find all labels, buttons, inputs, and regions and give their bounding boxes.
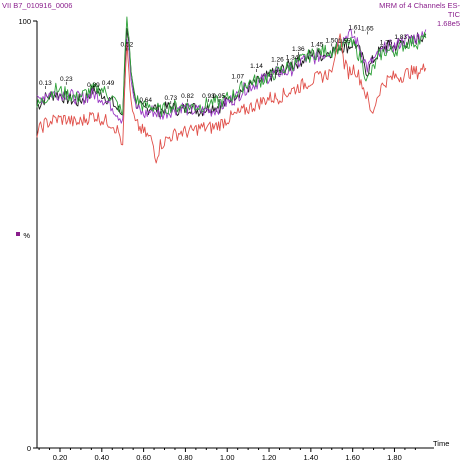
peak-label: 0.13 — [39, 80, 52, 87]
x-tick-label: 1.40 — [304, 453, 319, 462]
trace-type: TIC — [447, 10, 460, 19]
x-tick-label: 0.60 — [136, 453, 151, 462]
x-tick-label: 1.80 — [387, 453, 402, 462]
peak-label: 1.34 — [286, 54, 299, 61]
peak-label: 0.95 — [213, 93, 226, 100]
y-top-label: 100 — [18, 17, 31, 26]
peak-label: 0.73 — [164, 95, 177, 102]
x-axis-title: Time — [433, 439, 449, 448]
peak-label: 1.26 — [271, 57, 284, 64]
method-header: MRM of 4 Channels ES- TIC 1.68e5 — [379, 1, 460, 28]
x-tick-label: 1.20 — [262, 453, 277, 462]
peak-label: 1.14 — [250, 63, 263, 70]
peak-label: 1.50 — [325, 37, 338, 44]
legend-marker — [16, 232, 20, 236]
peak-label: 0.39 — [87, 82, 100, 89]
peak-label: 1.45 — [311, 42, 324, 49]
intensity-value: 1.68e5 — [437, 19, 460, 28]
peak-labels: 0.13 0.23 0.39 0.49 0.52 0.64 0.73 0.82 0.930.95… — [39, 25, 407, 107]
x-tick-label: 1.60 — [345, 453, 360, 462]
series-group — [36, 16, 427, 164]
trace-red — [36, 33, 427, 164]
x-tick-label: 0.40 — [94, 453, 109, 462]
peak-label: 0.23 — [60, 76, 73, 83]
peak-label: 1.61 — [348, 25, 361, 32]
peak-label: 1.07 — [231, 74, 244, 81]
y-unit-label: % — [23, 231, 30, 240]
y-bottom-label: 0 — [27, 444, 31, 453]
peak-label: 0.49 — [102, 80, 115, 87]
x-tick-label: 0.20 — [53, 453, 68, 462]
peak-label: 1.76 — [380, 39, 393, 46]
peak-label: 1.55 — [338, 38, 351, 45]
peak-label: 1.83 — [394, 34, 407, 41]
x-ticks: 0.20 0.40 0.60 0.80 1.00 1.20 1.40 1.60 1.80 — [38, 448, 416, 462]
trace-purple — [36, 28, 427, 124]
peak-label: 0.64 — [139, 97, 152, 104]
sample-id-label: VII B7_010916_0006 — [2, 1, 73, 10]
peak-label: 0.82 — [181, 93, 194, 100]
peak-label: 0.93 — [202, 93, 215, 100]
method-name: MRM of 4 Channels ES- — [379, 1, 460, 10]
peak-label: 1.36 — [292, 46, 305, 53]
peak-label: 1.65 — [361, 25, 374, 32]
axes: 100 0 % Time — [16, 17, 449, 453]
x-tick-label: 0.80 — [178, 453, 193, 462]
peak-label: 0.52 — [121, 42, 134, 49]
trace-green — [36, 16, 427, 117]
x-tick-label: 1.00 — [220, 453, 235, 462]
peak-label: 1.22 — [269, 69, 282, 76]
